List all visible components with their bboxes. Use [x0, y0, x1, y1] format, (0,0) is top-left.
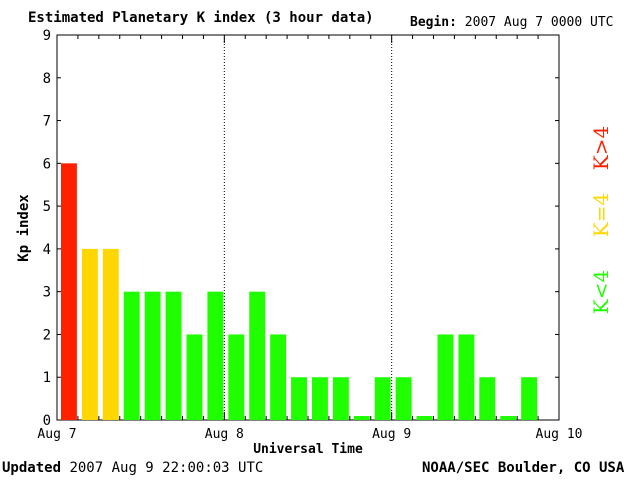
y-tick-label: 5	[43, 199, 51, 215]
y-axis-label: Kp index	[16, 194, 32, 262]
x-axis-label: Universal Time	[253, 442, 363, 457]
updated-value: 2007 Aug 9 22:00:03 UTC	[69, 460, 264, 476]
begin-label: Begin:	[410, 15, 457, 30]
kp-bar	[416, 416, 433, 420]
y-tick-label: 6	[43, 156, 51, 172]
kp-bar	[521, 377, 538, 420]
updated-label: Updated	[2, 460, 62, 476]
kp-bar	[500, 416, 517, 420]
kp-bar	[312, 377, 328, 420]
kp-bar	[123, 291, 140, 420]
y-tick-label: 7	[43, 114, 51, 130]
y-tick-label: 1	[43, 370, 51, 386]
kp-bar	[207, 291, 224, 420]
x-tick-label: Aug 10	[536, 427, 583, 442]
kp-bar	[81, 248, 98, 420]
plot-frame	[56, 34, 560, 421]
x-tick-label: Aug 9	[372, 427, 411, 442]
y-tick-label: 4	[43, 242, 51, 258]
y-tick-label: 0	[43, 413, 51, 429]
chart-title: Estimated Planetary K index (3 hour data…	[28, 10, 374, 26]
kp-bar	[437, 334, 454, 420]
x-tick-label: Aug 8	[205, 427, 244, 442]
kp-bar	[249, 291, 266, 420]
begin-time: Begin: 2007 Aug 7 0000 UTC	[410, 15, 614, 30]
y-tick-label: 2	[43, 327, 51, 343]
kp-bar	[291, 377, 307, 420]
legend-item-2: K<4	[589, 270, 613, 314]
y-tick-label: 9	[43, 28, 51, 44]
kp-bar	[374, 377, 391, 420]
kp-bar	[458, 334, 475, 420]
organization: NOAA/SEC Boulder, CO USA	[422, 460, 625, 476]
kp-bar	[144, 291, 161, 420]
y-tick-label: 8	[43, 71, 51, 87]
begin-value: 2007 Aug 7 0000 UTC	[464, 15, 614, 30]
kp-bar	[102, 248, 119, 420]
legend-item-1: K=4	[589, 193, 613, 237]
updated-time: Updated 2007 Aug 9 22:00:03 UTC	[2, 460, 263, 476]
kp-bar	[61, 163, 77, 421]
kp-bar	[228, 334, 245, 420]
kp-bar	[186, 334, 203, 420]
kp-bar	[165, 291, 182, 420]
kp-bar	[479, 377, 496, 420]
kp-bar	[270, 334, 287, 420]
legend-item-0: K>4	[589, 126, 613, 170]
kp-bar	[332, 377, 349, 420]
kp-bar	[395, 377, 412, 420]
x-tick-label: Aug 7	[37, 427, 76, 442]
kp-bar	[353, 416, 370, 420]
y-tick-label: 3	[43, 285, 51, 301]
